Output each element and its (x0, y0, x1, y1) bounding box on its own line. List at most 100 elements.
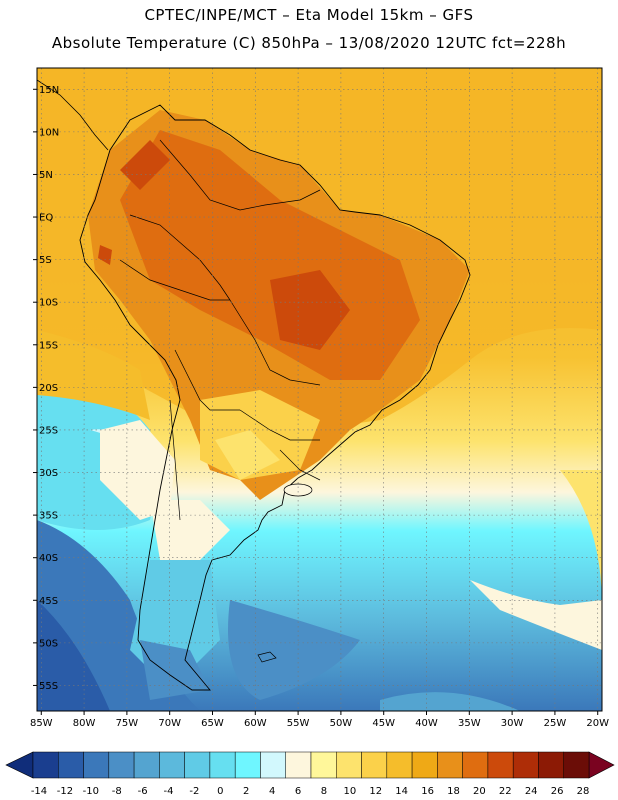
colorbar-tick-label: -8 (112, 786, 122, 797)
colorbar-swatch (462, 751, 489, 779)
colorbar-tick-label: 20 (473, 786, 486, 797)
continent-hot (120, 130, 420, 380)
colorbar-tick-label: 8 (321, 786, 327, 797)
lon-label: 70W (158, 718, 181, 729)
lat-label: 30S (39, 468, 58, 479)
latitude-labels: 15N 10N 5N EQ 5S 10S 15S 20S 25S 30S 35S 40S 45S 50S 5… (33, 85, 59, 692)
country-borders (119, 139, 321, 521)
continent-mild-2 (215, 430, 280, 480)
lat-label: EQ (39, 213, 53, 224)
colorbar-swatch (159, 751, 185, 779)
colorbar-tick-label: 16 (421, 786, 434, 797)
colorbar-tick-label: 28 (577, 786, 590, 797)
lon-label: 65W (201, 718, 224, 729)
coastline (79, 104, 471, 691)
map-title-line1: CPTEC/INPE/MCT – Eta Model 15km – GFS (144, 6, 474, 24)
warm-tongue (560, 470, 602, 600)
map-title-line2: Absolute Temperature (C) 850hPa – 13/08/… (51, 34, 567, 52)
colorbar-swatch (285, 751, 312, 779)
colorbar-tick-label: 18 (447, 786, 460, 797)
lon-label: 30W (501, 718, 524, 729)
colorbar-labels: -14 -12 -10 -8 -6 -4 -2 0 2 4 6 8 10 12 14 16 18 20 22 24 26… (31, 786, 590, 797)
lon-label: 75W (116, 718, 139, 729)
cold-patch-south (380, 692, 520, 711)
colorbar-swatch (487, 751, 514, 779)
colorbar-tick-label: 14 (395, 786, 408, 797)
colorbar-tick-label: 26 (551, 786, 564, 797)
colorbar-swatch (310, 751, 337, 779)
andes-north-hot (120, 140, 170, 190)
temperature-map: 15N 10N 5N EQ 5S 10S 15S 20S 25S 30S 35S 40S 45S 50S 5… (30, 67, 609, 729)
pacific-warm-edge (37, 330, 150, 420)
lon-label: 40W (415, 718, 438, 729)
lat-label: 50S (39, 638, 58, 649)
rio-de-la-plata (283, 483, 313, 497)
colorbar-under-triangle (5, 751, 34, 779)
colorbar-swatch (260, 751, 286, 779)
colorbar-swatch (411, 751, 438, 779)
lat-label: 45S (39, 596, 58, 607)
lon-label: 85W (30, 718, 53, 729)
colorbar-tick-label: -4 (164, 786, 174, 797)
colorbar-swatch (234, 751, 261, 779)
coastal-hot (98, 245, 112, 265)
lon-label: 55W (287, 718, 310, 729)
lon-label: 60W (244, 718, 267, 729)
colorbar-tick-label: -2 (189, 786, 199, 797)
central-america-coast (37, 79, 109, 151)
falklands (257, 651, 277, 663)
pale-patagonia (150, 500, 230, 560)
lat-label: 5N (39, 170, 53, 181)
pale-tongue (470, 580, 602, 650)
lon-label: 50W (330, 718, 353, 729)
colorbar-swatch (58, 751, 84, 779)
lon-label: 20W (586, 718, 609, 729)
colorbar-tick-label: -14 (31, 786, 47, 797)
colorbar-swatch (361, 751, 388, 779)
colorbar-swatches (5, 751, 615, 779)
lat-label: 55S (39, 681, 58, 692)
lat-label: 15N (39, 85, 59, 96)
lat-label: 20S (39, 383, 58, 394)
lon-label: 45W (372, 718, 395, 729)
colorbar-tick-label: -10 (83, 786, 99, 797)
colorbar-tick-label: -6 (138, 786, 148, 797)
colorbar-swatch (108, 751, 135, 779)
colorbar-tick-label: -12 (57, 786, 73, 797)
colorbar-tick-label: 10 (343, 786, 356, 797)
graticule (37, 68, 602, 711)
colorbar: -14 -12 -10 -8 -6 -4 -2 0 2 4 6 8 10 12 14 16 18 20 22 24 26… (5, 751, 615, 797)
longitude-labels: 85W 80W 75W 70W 65W 60W 55W 50W 45W 40W 35W 30W 25W 2… (30, 711, 609, 729)
colorbar-swatch (437, 751, 463, 779)
colorbar-tick-label: 0 (217, 786, 223, 797)
lat-label: 35S (39, 511, 58, 522)
lon-label: 25W (544, 718, 567, 729)
colorbar-swatch (133, 751, 160, 779)
lat-label: 5S (39, 255, 52, 266)
lon-label: 80W (73, 718, 96, 729)
lat-label: 10N (39, 127, 59, 138)
colorbar-over-triangle (588, 751, 615, 779)
lon-label: 35W (458, 718, 481, 729)
colorbar-tick-label: 2 (243, 786, 249, 797)
colder-pacific (37, 600, 110, 711)
colorbar-swatch (538, 751, 564, 779)
lat-label: 25S (39, 425, 58, 436)
tierra-cold (140, 640, 210, 700)
colorbar-swatch (83, 751, 110, 779)
colorbar-tick-label: 12 (369, 786, 382, 797)
lat-label: 15S (39, 340, 58, 351)
colorbar-swatch (512, 751, 539, 779)
lat-label: 40S (39, 553, 58, 564)
colorbar-tick-label: 22 (499, 786, 512, 797)
pale-coast (100, 420, 175, 520)
colorbar-tick-label: 24 (525, 786, 538, 797)
colorbar-tick-label: 4 (269, 786, 275, 797)
lat-label: 10S (39, 298, 58, 309)
cold-southatlantic (228, 600, 360, 700)
colorbar-swatch (209, 751, 236, 779)
colorbar-tick-label: 6 (295, 786, 301, 797)
colorbar-swatch (184, 751, 211, 779)
colorbar-swatch (563, 751, 590, 779)
colorbar-swatch (336, 751, 362, 779)
